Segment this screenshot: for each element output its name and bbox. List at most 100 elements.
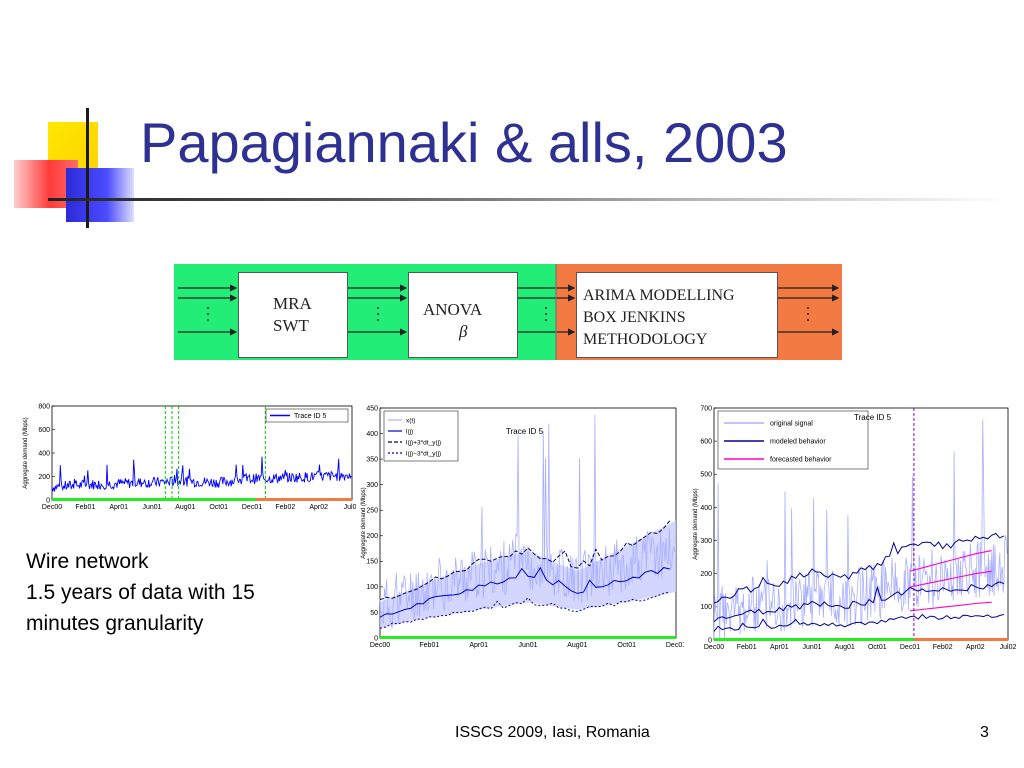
training-band	[714, 638, 914, 641]
y-tick-label: 150	[366, 559, 378, 566]
confidence-band	[380, 520, 676, 628]
x-tick-label: Dec00	[370, 642, 390, 649]
x-tick-label: Oct01	[868, 644, 887, 651]
chart-trend-bands: 0 50 100 150 200 250 300 350 400 450 Dec00 Feb01 Apr…	[361, 405, 684, 649]
y-tick-label: 500	[700, 472, 712, 479]
logo-blue-square	[66, 168, 134, 222]
x-tick-label: Dec01	[900, 644, 920, 651]
series-line	[713, 613, 1005, 632]
legend-label: l(j)	[406, 429, 413, 436]
box-label: ARIMA MODELLING	[583, 287, 735, 304]
x-tick-label: Jun01	[142, 504, 161, 511]
x-tick-label: Apr01	[109, 504, 128, 511]
process-diagram: MRA SWT ANOVA β ARIMA MODELLING BOX JENK…	[174, 264, 842, 360]
y-tick-label: 50	[370, 610, 378, 617]
series-line	[713, 581, 1005, 623]
y-tick-label: 600	[700, 438, 712, 445]
legend-label: x(t)	[406, 418, 415, 425]
y-tick-label: 300	[366, 482, 378, 489]
training-band	[380, 636, 676, 639]
y-tick-label: 250	[366, 508, 378, 515]
series-line	[379, 414, 676, 629]
footer-conference: ISSCS 2009, Iasi, Romania	[455, 724, 650, 741]
x-tick-label: Feb02	[275, 504, 295, 511]
box-label: METHODOLOGY	[583, 331, 708, 348]
box-label: β	[459, 322, 468, 341]
box-label: MRA	[273, 294, 312, 313]
forecast-line	[909, 550, 992, 572]
x-tick-label: Aug01	[567, 642, 587, 649]
x-tick-label: Jul02	[1000, 644, 1016, 651]
x-tick-label: Apr01	[469, 642, 488, 649]
y-axis-label: Aggregate demand (Mbps)	[23, 417, 29, 488]
series-line	[713, 532, 1005, 604]
y-axis-label: Aggregate demand (Mbps)	[361, 487, 367, 558]
x-tick-label: Dec00	[704, 644, 724, 651]
training-band	[52, 498, 256, 501]
x-tick-label: Dec01	[666, 642, 684, 649]
x-tick-label: Aug01	[175, 504, 195, 511]
note-line: 1.5 years of data with 15	[26, 581, 255, 604]
legend-label: l(j)+3*dt_y(j)	[406, 440, 441, 447]
x-tick-label: Feb01	[419, 642, 439, 649]
y-tick-label: 0	[374, 635, 378, 642]
box-label: ANOVA	[423, 300, 483, 319]
y-tick-label: 0	[708, 637, 712, 644]
x-tick-label: Feb02	[933, 644, 953, 651]
y-tick-label: 0	[46, 497, 50, 504]
chart-title: Trace ID 5	[506, 427, 544, 436]
y-tick-label: 800	[38, 403, 50, 410]
series-line	[379, 591, 670, 629]
series-line	[51, 456, 352, 492]
chart-forecast: 0 100 200 300 400 500 600 700 Dec00 Feb01 Apr01 Jun…	[693, 405, 1016, 651]
anova-box: ANOVA β	[408, 272, 518, 358]
y-axis-label: Aggregate demand (Mbps)	[693, 488, 699, 559]
y-tick-label: 200	[366, 533, 378, 540]
box-label: BOX JENKINS	[583, 309, 686, 326]
y-tick-label: 350	[366, 456, 378, 463]
x-tick-label: Jul02	[344, 504, 356, 511]
x-tick-label: Jun01	[518, 642, 537, 649]
forecast-band	[256, 498, 352, 501]
box-label: SWT	[273, 316, 309, 335]
forecast-band	[913, 638, 1008, 641]
diagram-arrows	[178, 264, 840, 360]
note-line: Wire network	[26, 550, 149, 573]
y-tick-label: 200	[700, 571, 712, 578]
chart-aggregate-demand: 0 200 400 600 800 Dec00 Feb01 Apr01 Jun01 Aug01 Oc…	[23, 403, 356, 511]
x-tick-label: Jun01	[802, 644, 821, 651]
series-line	[379, 566, 670, 618]
y-tick-label: 400	[700, 505, 712, 512]
data-description: Wire network 1.5 years of data with 15 m…	[26, 546, 255, 639]
y-tick-label: 700	[700, 405, 712, 412]
slide-title: Papagiannaki & alls, 2003	[140, 111, 788, 174]
forecast-line	[909, 570, 992, 588]
page-number: 3	[980, 724, 989, 741]
x-tick-label: Aug01	[835, 644, 855, 651]
series-line	[713, 419, 1008, 641]
x-tick-label: Apr02	[309, 504, 328, 511]
y-tick-label: 200	[38, 474, 50, 481]
y-tick-label: 100	[366, 584, 378, 591]
y-tick-label: 300	[700, 538, 712, 545]
legend-label: modeled behavior	[770, 439, 826, 446]
note-line: minutes granularity	[26, 612, 204, 635]
y-tick-label: 600	[38, 427, 50, 434]
forecast-line	[909, 601, 992, 612]
y-tick-label: 400	[38, 450, 50, 457]
x-tick-label: Dec00	[42, 504, 62, 511]
legend-label: forecasted behavior	[770, 457, 832, 464]
chart-title: Trace ID 5	[854, 413, 892, 422]
x-tick-label: Feb01	[75, 504, 95, 511]
x-tick-label: Apr02	[966, 644, 985, 651]
mra-swt-box: MRA SWT	[238, 272, 348, 358]
x-tick-label: Oct01	[209, 504, 228, 511]
y-tick-label: 100	[700, 604, 712, 611]
y-tick-label: 400	[366, 431, 378, 438]
series-line	[379, 520, 671, 601]
arima-box: ARIMA MODELLING BOX JENKINS METHODOLOGY	[576, 272, 778, 358]
legend-label: original signal	[770, 421, 813, 428]
x-tick-label: Oct01	[617, 642, 636, 649]
legend-box	[265, 408, 349, 423]
legend-label: Trace ID 5	[294, 413, 327, 420]
